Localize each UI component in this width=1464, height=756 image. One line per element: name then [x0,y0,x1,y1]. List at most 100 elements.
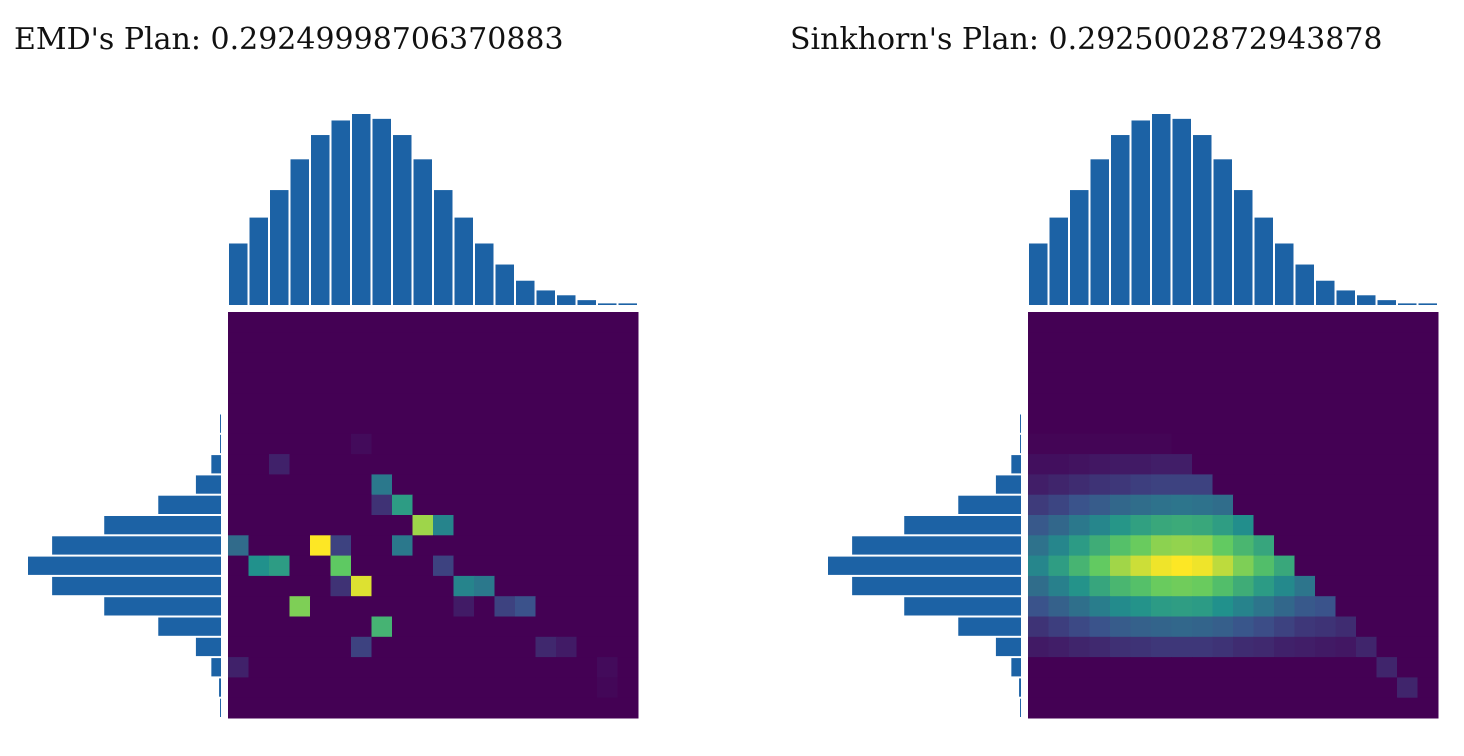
heatmap-cell [1048,413,1070,435]
heatmap-cell [310,515,331,536]
heatmap-cell [1294,555,1316,577]
heatmap-cell [371,596,393,617]
heatmap-cell [412,372,434,394]
heatmap-cell [535,454,557,475]
top-marginal-bar [536,290,555,305]
heatmap-cell [1335,454,1357,475]
heatmap-cell [1212,332,1234,354]
heatmap-cell [1315,575,1336,597]
heatmap-cell [617,494,639,516]
heatmap-cell [1335,474,1357,496]
heatmap-cell [1048,332,1070,354]
top-marginal-bar [1398,303,1417,305]
heatmap-cell [1089,515,1111,536]
heatmap-cell [371,575,393,597]
heatmap-cell [289,433,311,455]
heatmap-cell [1315,636,1336,658]
heatmap-cell [289,616,311,638]
heatmap-cell [433,474,454,496]
top-marginal-bar [1316,280,1335,305]
heatmap-cell [412,596,434,617]
heatmap-cell [1335,616,1357,638]
heatmap-cell [1028,697,1049,719]
heatmap-cell [392,515,413,536]
heatmap-cell [310,697,331,719]
heatmap-cell [330,494,352,516]
heatmap-cell [289,515,311,536]
heatmap-cell [1233,352,1254,374]
heatmap-cell [1397,636,1418,658]
heatmap-cell [1376,575,1398,597]
heatmap-cell [289,474,311,496]
heatmap-cell [392,352,413,374]
heatmap-cell [330,697,352,719]
heatmap-cell [556,332,577,354]
heatmap-cell [1417,312,1439,333]
heatmap-cell [1192,697,1213,719]
heatmap-cell [474,413,495,435]
heatmap-cell [1356,352,1377,374]
left-marginal-bar [158,617,221,636]
heatmap-cell [269,555,290,577]
heatmap-cell [1274,454,1295,475]
heatmap-cell [1110,332,1131,354]
heatmap-cell [1397,596,1418,617]
heatmap-cell [453,474,475,496]
heatmap-cell [1192,332,1213,354]
heatmap-cell [1294,636,1316,658]
heatmap-cell [597,332,618,354]
heatmap-cell [1028,413,1049,435]
heatmap-cell [1233,575,1254,597]
heatmap-cell [1171,636,1193,658]
left-marginal-bar [958,495,1021,514]
heatmap-cell [1069,393,1090,414]
heatmap-cell [1069,636,1090,658]
heatmap-cell [289,535,311,557]
left-marginal-bar [52,536,221,555]
heatmap-cell [330,535,352,557]
heatmap-cell [310,535,331,557]
heatmap-cell [1069,616,1090,638]
heatmap-cell [392,575,413,597]
heatmap-cell [1356,657,1377,678]
top-marginal-bar [1418,303,1437,305]
heatmap-cell [1376,413,1398,435]
heatmap-cell [1212,636,1234,658]
heatmap-cell [474,697,495,719]
top-marginal-bar [1070,190,1089,305]
heatmap-cell [1212,616,1234,638]
heatmap-cell [330,596,352,617]
heatmap-cell [1130,393,1152,414]
heatmap-cell [371,393,393,414]
heatmap-cell [597,515,618,536]
heatmap-cell [1417,494,1439,516]
heatmap-cell [1130,697,1152,719]
heatmap-cell [1335,697,1357,719]
heatmap-cell [597,677,618,699]
heatmap-cell [1356,494,1377,516]
heatmap-cell [1130,677,1152,699]
left-marginal-bar [52,576,221,596]
heatmap-cell [617,454,639,475]
heatmap-cell [576,697,598,719]
heatmap-cell [1335,535,1357,557]
heatmap-cell [412,575,434,597]
heatmap-cell [1048,575,1070,597]
heatmap-cell [433,535,454,557]
heatmap-cell [1048,535,1070,557]
heatmap-cell [1151,677,1172,699]
heatmap-cell [1356,474,1377,496]
heatmap-cell [1028,575,1049,597]
heatmap-cell [412,636,434,658]
heatmap-cell [576,575,598,597]
heatmap-cell [576,616,598,638]
heatmap-cell [515,677,536,699]
heatmap-cell [597,535,618,557]
heatmap-cell [1151,515,1172,536]
heatmap-cell [371,636,393,658]
heatmap-cell [310,636,331,658]
heatmap-cell [1028,474,1049,496]
heatmap-cell [269,677,290,699]
heatmap-cell [1130,352,1152,374]
heatmap-cell [330,515,352,536]
